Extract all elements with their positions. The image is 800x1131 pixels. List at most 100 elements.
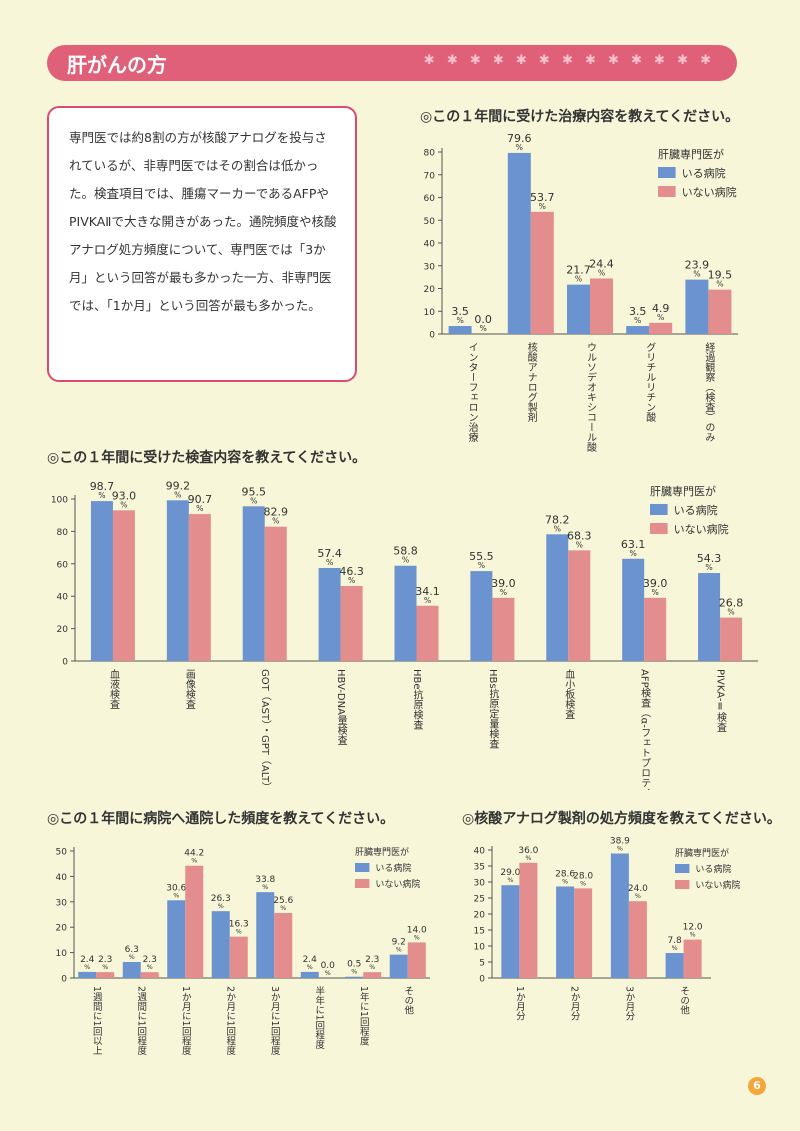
data-label: 33.8 (255, 875, 275, 885)
data-label: 14.0 (407, 925, 427, 935)
data-label: 53.7 (530, 191, 555, 204)
data-label-unit: % (516, 143, 523, 152)
category-label: 2か月に1回程度 (224, 986, 236, 1056)
data-label: 93.0 (112, 489, 137, 502)
y-tick-label: 60 (424, 194, 436, 204)
data-label-unit: % (672, 945, 678, 952)
data-label-unit: % (693, 270, 700, 279)
data-label-unit: % (326, 558, 333, 567)
bar-without-specialist (363, 972, 382, 978)
bar-with-specialist (622, 558, 645, 661)
data-label: 68.3 (567, 529, 592, 542)
y-tick-label: 35 (474, 863, 485, 873)
data-label-unit: % (236, 929, 242, 936)
y-tick-label: 30 (424, 262, 436, 272)
data-label-unit: % (598, 268, 605, 277)
category-label: 2か月分 (569, 986, 581, 1021)
y-tick-label: 60 (57, 560, 69, 570)
bar-without-specialist (628, 901, 647, 978)
category-label: HBs抗原定量検査 (487, 669, 499, 749)
data-label-unit: % (424, 596, 431, 605)
data-label-unit: % (84, 964, 90, 971)
legend-swatch (355, 863, 370, 872)
y-tick-label: 10 (474, 943, 486, 953)
data-label-unit: % (507, 877, 513, 884)
category-label: 1か月に1回程度 (180, 986, 192, 1056)
bar-with-specialist (546, 534, 569, 661)
bar-without-specialist (416, 605, 439, 661)
y-tick-label: 40 (424, 240, 436, 250)
data-label: 57.4 (317, 547, 342, 560)
bar-without-specialist (530, 211, 554, 334)
data-label: 2.3 (143, 955, 157, 965)
bar-with-specialist (166, 500, 189, 661)
data-label-unit: % (500, 588, 507, 597)
legend-title: 肝臓専門医が (650, 484, 716, 498)
category-label: グリチルリチン酸 (644, 342, 656, 423)
chart-title-visits: ◎この１年間に病院へ通院した頻度を教えてください。 (47, 811, 395, 827)
data-label-unit: % (657, 313, 664, 322)
data-label-unit: % (705, 563, 712, 572)
y-tick-label: 50 (56, 848, 68, 858)
chart-title-treatment: ◎この１年間に受けた治療内容を教えてください。 (420, 109, 740, 125)
data-label: 19.5 (708, 269, 733, 282)
data-label-unit: % (174, 490, 181, 499)
data-label-unit: % (351, 969, 357, 976)
data-label-unit: % (525, 855, 531, 862)
section-title: 肝がんの方 (67, 53, 167, 77)
data-label-unit: % (539, 202, 546, 211)
bar-with-specialist (122, 961, 141, 978)
data-label: 2.4 (80, 955, 95, 965)
data-label: 28.6 (555, 869, 575, 879)
legend-item: いない病院 (682, 185, 737, 199)
legend-item: いない病院 (375, 878, 420, 890)
category-label: 血液検査 (107, 668, 119, 709)
legend-item: いる病院 (375, 862, 411, 874)
data-label: 2.3 (365, 955, 379, 965)
category-label: AFP検査（α-フェトプロテイン） (639, 669, 651, 790)
data-label: 44.2 (184, 849, 204, 859)
bar-with-specialist (394, 565, 417, 661)
data-label: 78.2 (545, 513, 570, 526)
data-label: 24.4 (589, 257, 614, 270)
data-label-unit: % (396, 947, 402, 954)
legend-swatch (675, 864, 690, 873)
y-tick-label: 0 (61, 975, 67, 985)
legend-item: いる病院 (695, 863, 731, 875)
data-label: 0.0 (321, 961, 336, 971)
bar-without-specialist (407, 942, 426, 978)
y-tick-label: 100 (51, 496, 68, 506)
y-tick-label: 80 (57, 528, 69, 538)
data-label-unit: % (250, 496, 257, 505)
category-label: その他 (402, 986, 414, 1015)
data-label: 39.0 (643, 577, 668, 590)
data-label-unit: % (576, 540, 583, 549)
category-label: 1か月分 (514, 986, 526, 1021)
category-label: 1年に1回程度 (358, 986, 370, 1046)
category-label: 1週間に1回以上 (91, 986, 103, 1055)
legend-swatch (355, 879, 370, 888)
legend-swatch (675, 880, 690, 889)
bar-without-specialist (96, 972, 115, 978)
data-label: 82.9 (263, 506, 288, 519)
data-label: 7.8 (667, 936, 682, 946)
bar-with-specialist (501, 885, 520, 978)
bar-without-specialist (590, 278, 613, 334)
category-label: 経過観察（検査）のみ (703, 341, 715, 442)
data-label: 99.2 (166, 479, 191, 492)
data-label-unit: % (280, 905, 286, 912)
bar-with-specialist (318, 568, 341, 661)
data-label: 34.1 (415, 585, 440, 598)
data-label-unit: % (272, 517, 279, 526)
y-tick-label: 30 (56, 898, 68, 908)
data-label: 0.5 (347, 960, 361, 970)
legend-title: 肝臓専門医が (355, 846, 409, 858)
category-label: HBe抗原検査 (411, 669, 423, 730)
legend-item: いない病院 (674, 522, 729, 536)
data-label: 28.0 (573, 871, 593, 881)
data-label: 54.3 (697, 552, 722, 565)
y-tick-label: 80 (424, 149, 436, 159)
data-label-unit: % (414, 934, 420, 941)
bar-without-specialist (264, 526, 287, 661)
data-label: 26.8 (719, 597, 744, 610)
